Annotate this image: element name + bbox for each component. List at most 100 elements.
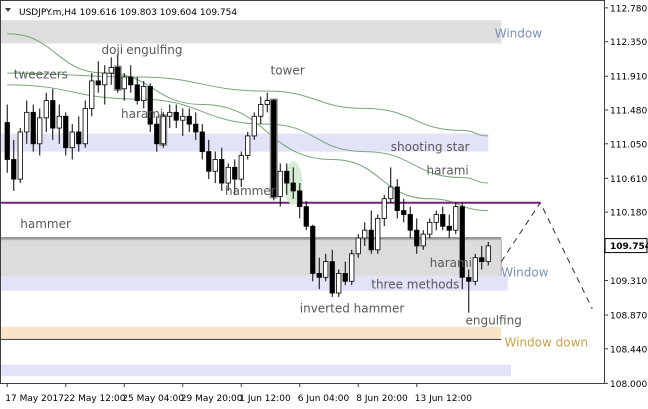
x-tick-label: 22 May 12:00 — [64, 394, 126, 404]
candle — [17, 128, 23, 184]
pattern-label-6: shooting star — [391, 140, 470, 154]
candle-body-bull — [277, 170, 283, 197]
candle-body-bear — [440, 214, 446, 227]
current-price-box — [604, 238, 648, 254]
candle-body-bear — [4, 122, 10, 160]
candle-body-bull — [24, 111, 30, 133]
zone-5 — [0, 364, 511, 377]
pattern-label-0: Window — [495, 27, 543, 41]
candle-body-bull — [264, 100, 270, 105]
candle-body-bear — [297, 190, 303, 208]
candle — [336, 269, 342, 297]
candle-body-bear — [173, 111, 179, 121]
zone-1 — [0, 133, 489, 152]
candle-body-bear — [30, 111, 36, 145]
candle-body-bull — [349, 253, 355, 282]
y-axis: 112.780 112.350 111.910 111.480 111.050 110.6… — [604, 4, 648, 390]
candle — [160, 112, 166, 148]
candle — [479, 245, 485, 270]
candle — [206, 139, 212, 180]
candle — [225, 163, 231, 191]
candle — [76, 116, 82, 152]
x-tick-label: 1 Jun 12:00 — [239, 394, 291, 404]
candle-body-bull — [336, 273, 342, 294]
candle-body-bear — [394, 186, 400, 211]
zone-2 — [0, 239, 502, 278]
candle-body-bear — [459, 206, 465, 278]
candle — [212, 151, 218, 184]
candle-body-bull — [167, 111, 173, 117]
candle — [375, 214, 381, 254]
candle — [440, 206, 446, 231]
candle — [167, 104, 173, 129]
dropdown-triangle-icon[interactable] — [5, 8, 11, 12]
y-tick-label: 111.910 — [610, 73, 647, 83]
candle-body-bear — [199, 131, 205, 153]
candle — [323, 253, 329, 282]
candle-body-bull — [427, 221, 433, 235]
candle — [427, 218, 433, 239]
candle — [388, 167, 394, 203]
candle-body-bear — [206, 151, 212, 172]
candle-body-bear — [342, 273, 348, 282]
candle — [56, 104, 62, 144]
candle-body-bull — [17, 131, 23, 180]
pattern-label-1: tweezers — [14, 68, 68, 82]
candle — [271, 98, 277, 201]
candle — [82, 100, 88, 148]
candle — [141, 80, 147, 109]
candle-body-bear — [479, 257, 485, 263]
candle — [485, 241, 491, 266]
candle-body-bull — [121, 76, 127, 90]
candle-body-bear — [446, 225, 452, 231]
candle-body-bear — [368, 229, 374, 251]
candle-body-bull — [69, 131, 75, 149]
candle — [290, 167, 296, 199]
plot-frame — [0, 0, 605, 384]
candle — [407, 206, 413, 239]
candle-body-bull — [258, 104, 264, 117]
candle-body-bull — [375, 218, 381, 251]
candle-body-bear — [134, 84, 140, 101]
candle — [466, 269, 472, 313]
candle-body-bull — [472, 257, 478, 282]
candle-body-bear — [115, 67, 121, 90]
candle-body-bull — [323, 261, 329, 278]
moving-average-2 — [7, 72, 489, 137]
candle-body-bear — [316, 273, 322, 278]
candle — [401, 198, 407, 223]
zones-layer — [0, 19, 511, 377]
y-tick-label: 110.180 — [610, 209, 647, 219]
candle — [349, 249, 355, 286]
pattern-label-8: hammer — [225, 184, 276, 198]
pattern-label-9: hammer — [20, 217, 71, 231]
pattern-label-13: engulfing — [466, 313, 522, 327]
candle-body-bear — [147, 86, 153, 125]
candle-body-bear — [407, 214, 413, 231]
candle-body-bull — [141, 86, 147, 101]
candle — [219, 147, 225, 191]
candle-body-bull — [43, 100, 49, 119]
candle-body-bull — [381, 198, 387, 219]
candle — [69, 124, 75, 160]
candle-body-bear — [95, 80, 101, 86]
candle-body-bull — [238, 155, 244, 180]
candle — [180, 108, 186, 136]
candle-body-bull — [180, 115, 186, 121]
candle — [186, 108, 192, 132]
candle-body-bull — [453, 206, 459, 231]
candle — [238, 151, 244, 187]
candle — [394, 179, 400, 219]
candle-body-bear — [401, 210, 407, 215]
candle-body-bear — [186, 115, 192, 125]
candle — [43, 92, 49, 132]
candle-body-bear — [271, 100, 277, 197]
candle — [342, 261, 348, 286]
candle-body-bull — [82, 108, 88, 145]
candle-body-bear — [76, 131, 82, 145]
x-tick-label: 29 May 20:00 — [181, 394, 243, 404]
candle-body-bear — [303, 206, 309, 227]
